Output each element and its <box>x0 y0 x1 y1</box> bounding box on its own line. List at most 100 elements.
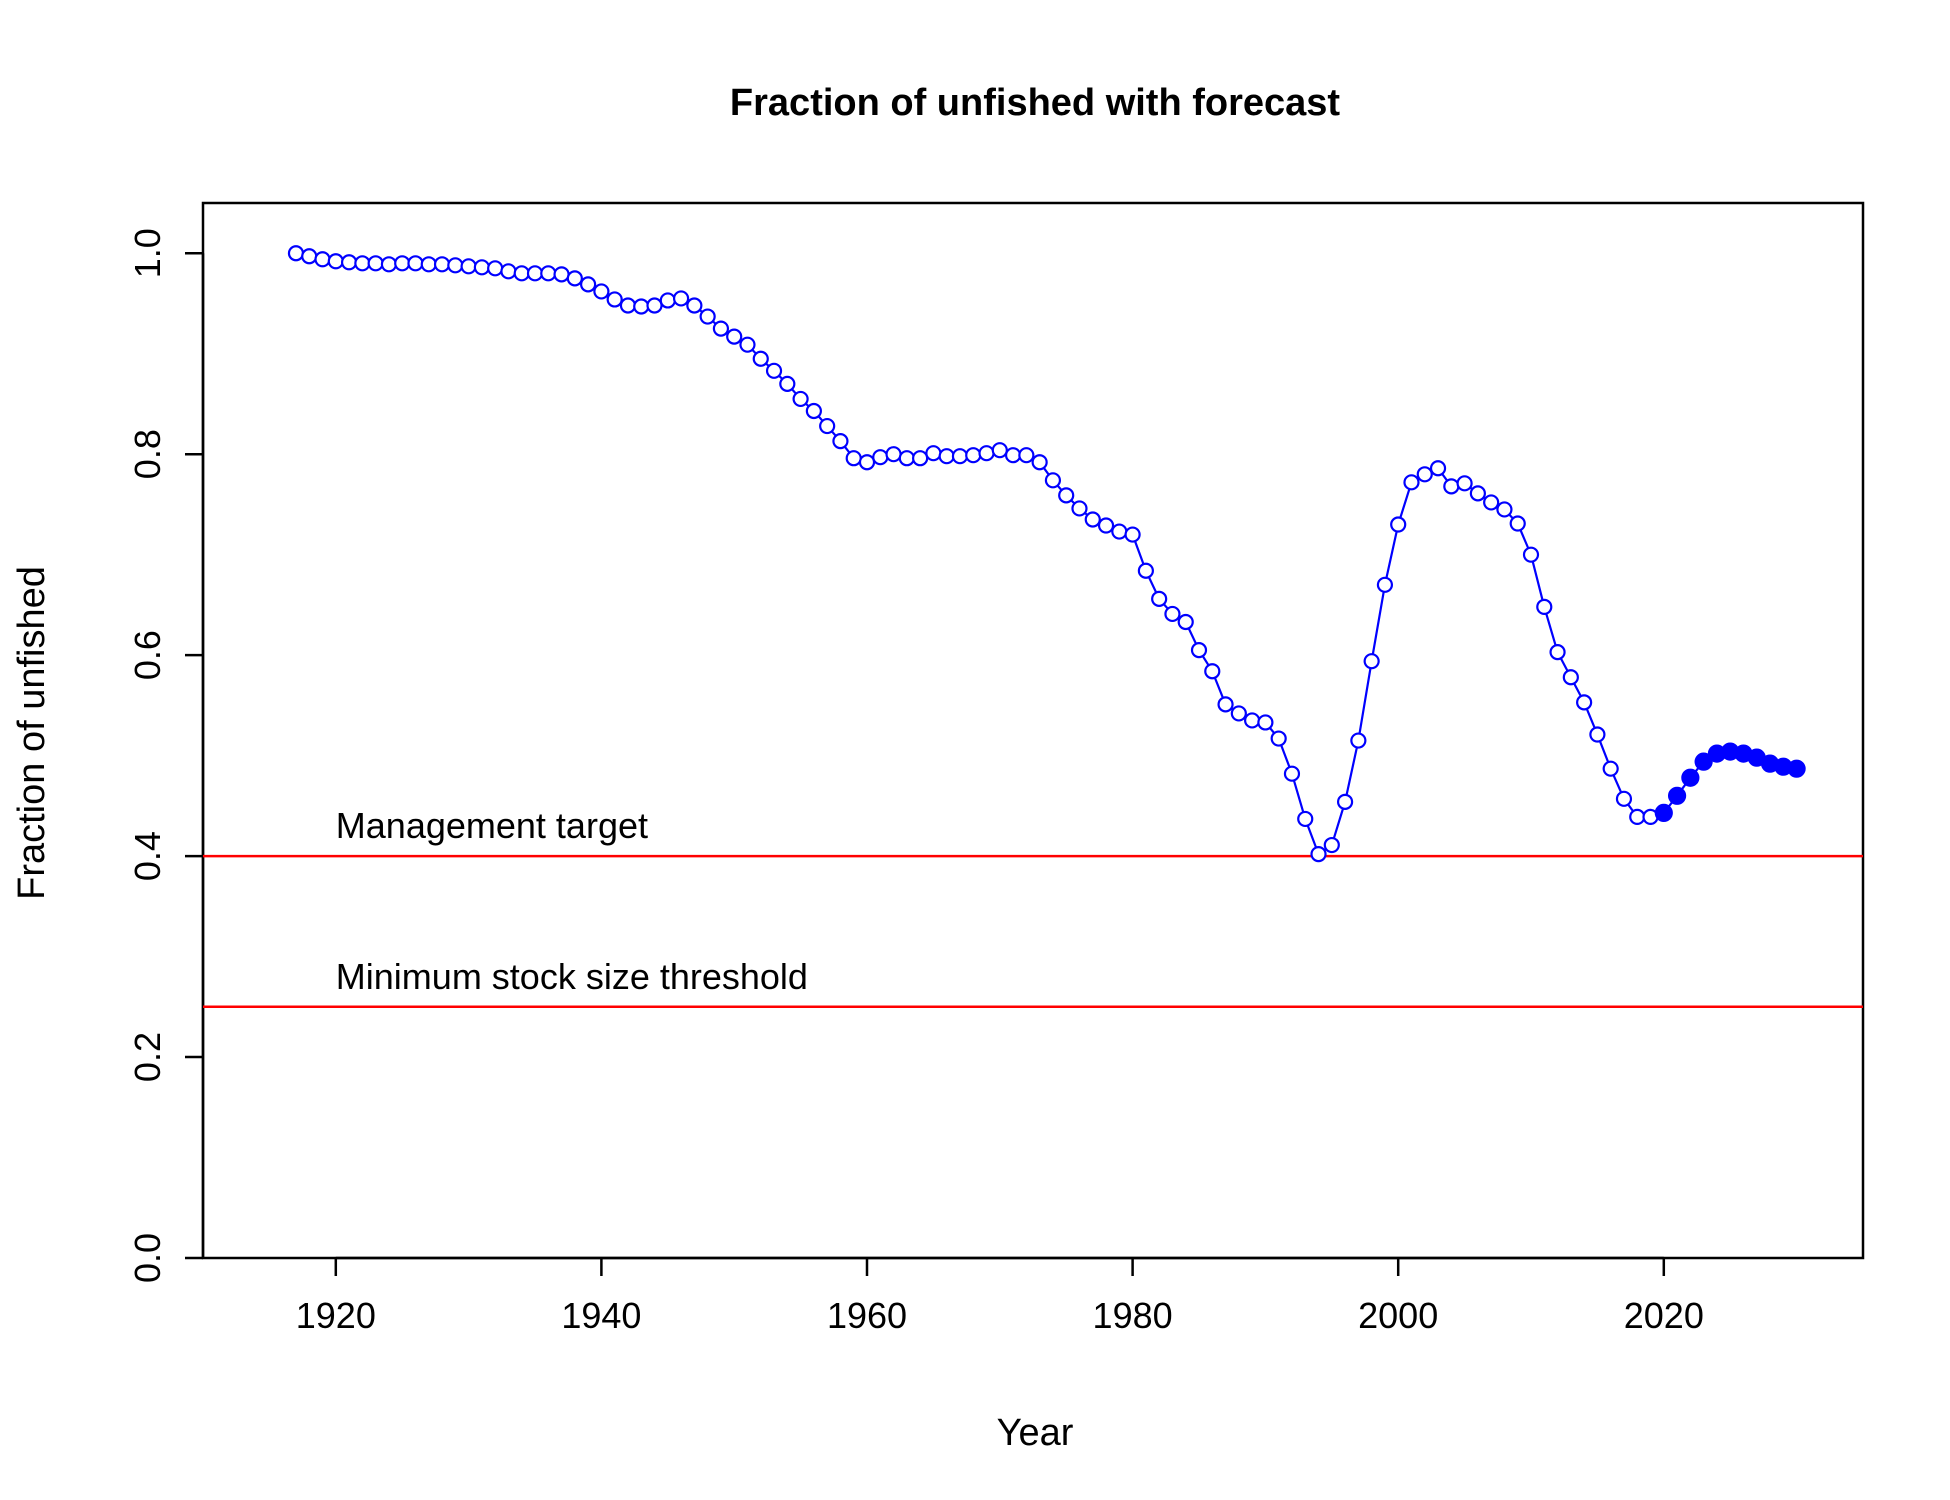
data-point <box>1310 845 1327 863</box>
data-point <box>1336 793 1354 810</box>
data-point <box>1416 466 1433 483</box>
data-point <box>1443 478 1460 495</box>
data-point <box>1562 669 1579 686</box>
data-point <box>367 255 384 272</box>
data-point <box>394 255 411 272</box>
data-point <box>1097 517 1115 534</box>
data-point <box>1456 475 1473 492</box>
data-point <box>619 297 637 314</box>
data-point <box>314 251 331 268</box>
data-point <box>845 450 862 467</box>
data-point <box>1230 705 1247 722</box>
data-point <box>965 447 982 464</box>
y-tick-label: 0.0 <box>127 1233 168 1283</box>
x-tick-label: 1980 <box>1093 1295 1173 1336</box>
data-point <box>1164 605 1181 623</box>
plot-frame <box>201 201 1865 1260</box>
data-point <box>739 336 756 353</box>
data-point <box>672 290 690 307</box>
series-lines <box>295 252 1797 856</box>
data-point <box>792 390 809 408</box>
data-point <box>540 265 557 282</box>
reference-line-label: Management target <box>336 805 648 846</box>
data-point <box>686 297 703 314</box>
data-point <box>380 256 398 273</box>
y-tick-label: 0.8 <box>127 429 168 479</box>
data-point <box>819 417 836 435</box>
data-point <box>407 255 424 272</box>
data-point <box>805 402 822 420</box>
data-point <box>712 320 730 337</box>
data-point <box>1190 642 1208 659</box>
data-point <box>433 256 451 273</box>
x-tick-label: 1940 <box>561 1295 641 1336</box>
data-point <box>1429 460 1447 477</box>
data-point <box>1469 485 1486 502</box>
data-point <box>566 270 583 287</box>
data-point <box>858 454 876 471</box>
forecast-point <box>1667 786 1687 805</box>
forecast-point <box>1787 759 1806 778</box>
x-axis: 1920 1940 1960 1980 2000 2020 <box>296 1256 1704 1336</box>
data-point <box>1111 523 1128 540</box>
data-point <box>1044 472 1062 489</box>
data-point <box>1031 454 1048 471</box>
data-point <box>327 253 344 270</box>
data-point <box>420 256 437 273</box>
data-point <box>1536 598 1553 616</box>
data-point <box>526 265 544 282</box>
data-point <box>991 442 1008 459</box>
forecast-point <box>1654 803 1673 822</box>
data-point <box>832 433 849 450</box>
data-point <box>287 245 305 262</box>
data-point <box>1058 487 1075 504</box>
data-point <box>1403 474 1420 491</box>
data-point <box>1522 546 1540 563</box>
data-point <box>978 445 995 462</box>
data-point <box>1217 696 1234 713</box>
data-point <box>925 445 942 462</box>
data-point <box>1576 694 1593 711</box>
data-point <box>553 266 570 283</box>
series-points <box>287 245 1806 863</box>
data-point <box>1204 663 1221 680</box>
data-point <box>1244 712 1261 729</box>
data-point <box>726 328 743 345</box>
data-point <box>779 375 796 392</box>
y-tick-label: 0.6 <box>127 630 168 680</box>
data-point <box>659 292 676 309</box>
data-point <box>1323 836 1340 854</box>
data-point <box>447 257 464 274</box>
data-point <box>473 259 490 276</box>
data-point <box>1270 730 1287 747</box>
data-point <box>898 450 915 467</box>
data-point <box>606 291 623 308</box>
data-point <box>1509 515 1526 532</box>
reference-lines: Management target Minimum stock size thre… <box>203 805 1863 1009</box>
data-point <box>1283 765 1301 782</box>
data-point <box>1137 562 1154 579</box>
data-point <box>951 448 969 465</box>
data-point <box>340 254 358 271</box>
data-point <box>460 258 477 275</box>
x-tick-label: 1920 <box>296 1295 376 1336</box>
data-point <box>1615 790 1633 807</box>
data-point <box>938 448 955 465</box>
data-point <box>1124 526 1141 543</box>
data-point <box>580 276 597 293</box>
data-point <box>1004 447 1022 464</box>
data-point <box>301 248 318 265</box>
data-point <box>1483 494 1500 511</box>
data-point <box>752 350 769 367</box>
data-point <box>1629 808 1646 826</box>
data-point <box>1363 653 1380 670</box>
data-point <box>1297 810 1314 828</box>
data-point <box>354 255 371 272</box>
data-point <box>1390 516 1407 533</box>
data-point <box>1084 511 1101 528</box>
data-point <box>1018 447 1035 464</box>
data-point <box>1602 760 1619 777</box>
y-tick-label: 1.0 <box>127 228 168 278</box>
data-point <box>1177 613 1194 631</box>
data-point <box>1496 501 1513 518</box>
